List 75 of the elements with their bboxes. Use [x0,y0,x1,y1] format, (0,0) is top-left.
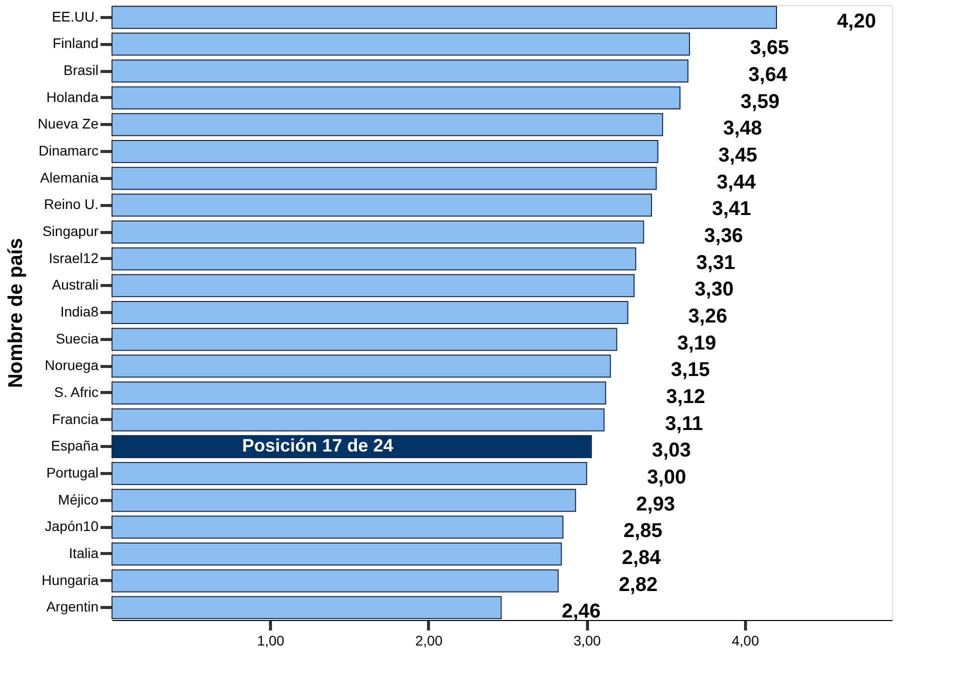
y-tick-label: España [51,438,99,454]
bar [112,596,502,620]
y-tick-label: Argentin [46,598,98,615]
data-label: 2,84 [622,546,662,569]
bar [112,220,644,244]
data-label: 3,45 [718,144,758,167]
y-tick-label: Finland [52,35,98,52]
bar [112,301,628,324]
y-tick-label: Brasil [63,62,98,78]
bar [112,60,688,83]
y-tick-label: Francia [52,410,99,427]
y-tick-label: Australi [52,276,98,293]
data-label: 3,41 [712,198,751,220]
y-tick-label: Noruega [44,357,99,374]
bar [112,542,562,566]
y-tick-label: EE.UU. [52,8,98,24]
y-tick-label: Reino U. [44,196,98,212]
bar [112,247,636,270]
x-tick-label: 1,00 [257,632,285,648]
data-label: 3,59 [740,90,780,113]
bar [112,6,778,29]
bar [112,462,588,485]
data-label: 4,20 [837,10,876,32]
data-label: 2,85 [623,520,662,542]
bar [112,488,576,512]
y-tick-label: S. Afric [54,384,98,400]
data-label: 3,44 [716,171,757,194]
bar [112,86,680,110]
bar [112,435,592,458]
annotation: Posición 17 de 24 [242,436,394,456]
y-tick-label: Alemania [40,169,99,186]
y-axis-title: Nombre de país [4,238,27,388]
bar [112,569,559,592]
x-tick-label: 3,00 [574,632,601,648]
y-tick-label: Méjico [58,491,99,508]
data-label: 3,26 [688,306,728,328]
bar [112,166,657,190]
data-label: 3,65 [750,37,789,60]
data-label: 3,00 [647,466,686,488]
data-label: 2,82 [618,574,658,596]
data-label: 3,36 [704,225,744,248]
bar [112,381,606,404]
data-label: 3,12 [666,386,706,408]
y-tick-label: Singapur [42,223,99,240]
x-tick-label: 2,00 [415,632,443,648]
data-label: 2,93 [636,493,676,516]
y-tick-label: Hungaria [42,572,99,588]
y-tick-label: Dinamarc [38,142,98,159]
bar [112,32,690,56]
y-tick-label: Japón10 [44,518,99,534]
y-tick-label: Portugal [46,464,98,480]
y-tick-label: Nueva Ze [38,116,99,132]
data-label: 3,19 [677,332,716,354]
bar [112,408,605,432]
bar [112,274,635,298]
y-tick-label: Holanda [46,88,99,105]
bar [112,113,664,136]
y-tick-label: Israel12 [48,250,99,266]
bar [112,354,611,378]
x-tick-label: 4,00 [732,632,760,648]
data-label: 3,31 [696,252,736,274]
data-label: 3,11 [665,412,703,435]
bar [112,194,652,217]
y-tick-label: Italia [68,544,99,561]
bar [112,328,618,351]
data-label: 3,30 [694,278,734,301]
y-tick-label: India8 [60,304,99,320]
data-label: 3,48 [723,118,762,140]
y-tick-label: Suecia [56,330,99,346]
bar [112,140,658,164]
data-label: 3,64 [748,64,788,86]
data-label: 3,15 [670,359,710,382]
data-label: 3,03 [652,440,691,462]
bar [112,516,564,539]
data-label: 2,46 [562,600,601,623]
